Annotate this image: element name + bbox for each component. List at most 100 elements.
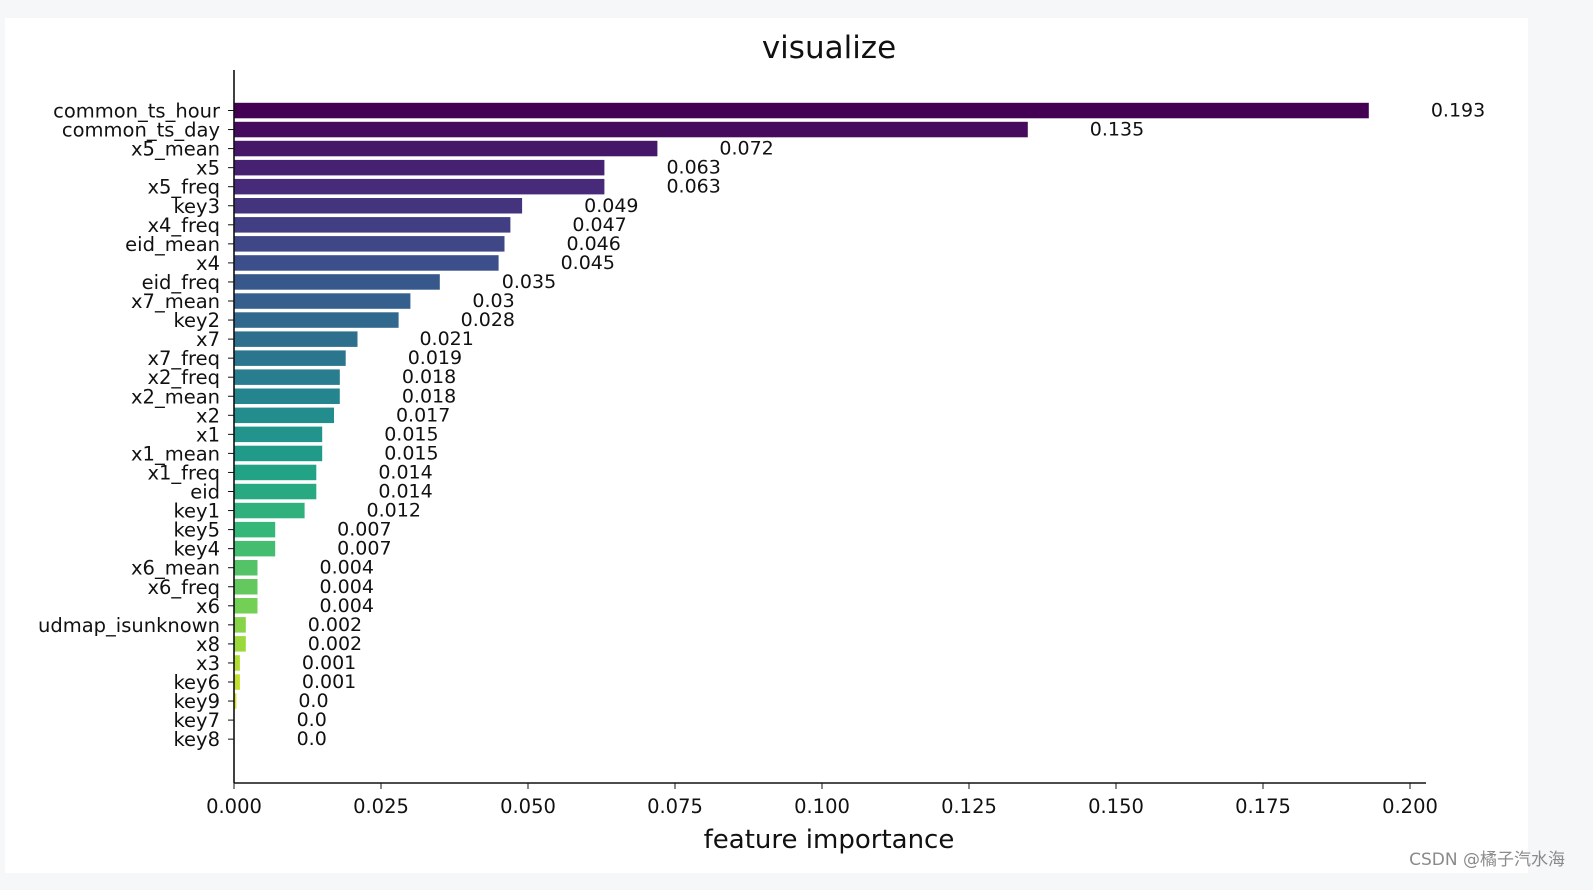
y-tick-label: key5 xyxy=(173,519,220,542)
value-label: 0.002 xyxy=(308,633,362,655)
bar-key4 xyxy=(234,540,276,557)
bar-x6_freq xyxy=(234,579,258,595)
y-tick-label: key2 xyxy=(173,309,220,332)
bar-eid_freq xyxy=(234,274,440,290)
bar-x1 xyxy=(234,426,323,443)
value-label: 0.015 xyxy=(384,423,438,445)
bar-x2 xyxy=(234,407,334,424)
value-label: 0.004 xyxy=(320,576,374,598)
y-tick-label: key1 xyxy=(173,500,220,523)
x-tick-label: 0.025 xyxy=(353,795,409,818)
value-label: 0.063 xyxy=(666,157,720,179)
value-label: 0.0 xyxy=(297,728,327,750)
bar-x2_mean xyxy=(234,388,340,404)
value-label: 0.018 xyxy=(402,366,456,388)
x-tick-label: 0.100 xyxy=(794,795,850,818)
y-tick-label: eid_mean xyxy=(125,233,220,256)
y-tick-label: x5_mean xyxy=(131,138,220,161)
value-label: 0.021 xyxy=(419,328,473,350)
bar-chart: visualize common_ts_hour 0.193 common_ts_da… xyxy=(38,30,1485,855)
bar-x3 xyxy=(234,655,240,671)
y-tick-label: x5 xyxy=(196,157,220,180)
bar-eid xyxy=(234,483,317,500)
value-label: 0.007 xyxy=(337,538,391,560)
x-tick-label: 0.075 xyxy=(647,795,703,818)
bar-key3 xyxy=(234,198,523,214)
value-label: 0.018 xyxy=(402,385,456,407)
x-axis-label: feature importance xyxy=(704,825,955,855)
x-tick-label: 0.050 xyxy=(500,795,556,818)
x-tick-label: 0.000 xyxy=(206,795,262,818)
value-label: 0.046 xyxy=(566,233,620,255)
bar-key2 xyxy=(234,312,399,328)
value-label: 0.014 xyxy=(378,461,432,483)
y-tick-label: key3 xyxy=(173,195,220,218)
y-tick-label: x6_freq xyxy=(147,576,220,599)
bar-x6 xyxy=(234,598,258,614)
y-tick-label: key9 xyxy=(173,690,220,713)
y-tick-label: eid xyxy=(190,481,220,504)
y-tick-label: key7 xyxy=(173,709,220,732)
bar-x8 xyxy=(234,636,246,652)
value-label: 0.0 xyxy=(297,709,327,731)
value-label: 0.028 xyxy=(461,309,515,331)
y-tick-label: common_ts_hour xyxy=(53,100,221,123)
bar-key1 xyxy=(234,502,305,519)
bar-eid_mean xyxy=(234,236,505,252)
y-tick-label: key4 xyxy=(173,538,220,561)
value-label: 0.004 xyxy=(320,557,374,579)
y-tick-label: x8 xyxy=(196,633,220,656)
bar-key9 xyxy=(234,693,237,709)
y-tick-label: x6 xyxy=(196,595,220,618)
bar-common_ts_hour xyxy=(234,102,1369,119)
y-tick-label: common_ts_day xyxy=(62,119,220,142)
y-tick-label: key8 xyxy=(173,728,220,751)
chart-figure: visualize common_ts_hour 0.193 common_ts_da… xyxy=(5,18,1528,873)
bar-x4 xyxy=(234,255,499,271)
bar-x1_freq xyxy=(234,464,317,481)
value-label: 0.072 xyxy=(719,138,773,160)
y-tick-label: x7 xyxy=(196,328,220,351)
value-label: 0.001 xyxy=(302,652,356,674)
bar-x5 xyxy=(234,159,605,176)
bar-x2_freq xyxy=(234,369,340,385)
bar-common_ts_day xyxy=(234,121,1028,138)
value-label: 0.063 xyxy=(666,176,720,198)
x-tick-label: 0.175 xyxy=(1235,795,1291,818)
bar-x5_freq xyxy=(234,178,605,195)
y-tick-label: x1_mean xyxy=(131,442,220,465)
value-label: 0.015 xyxy=(384,442,438,464)
value-label: 0.017 xyxy=(396,404,450,426)
value-label: 0.035 xyxy=(502,271,556,293)
value-label: 0.135 xyxy=(1090,119,1144,141)
y-tick-label: eid_freq xyxy=(142,271,220,294)
value-label: 0.03 xyxy=(472,290,514,312)
y-tick-label: udmap_isunknown xyxy=(38,614,220,637)
bar-x7_freq xyxy=(234,350,346,366)
value-label: 0.045 xyxy=(561,252,615,274)
y-tick-label: x1 xyxy=(196,423,220,446)
value-label: 0.049 xyxy=(584,195,638,217)
x-tick-label: 0.125 xyxy=(941,795,997,818)
value-label: 0.004 xyxy=(320,595,374,617)
value-label: 0.012 xyxy=(367,500,421,522)
bar-x1_mean xyxy=(234,445,323,462)
bar-x5_mean xyxy=(234,140,658,157)
y-tick-label: x2_mean xyxy=(131,385,220,408)
y-tick-label: x2_freq xyxy=(147,366,220,389)
y-tick-label: x6_mean xyxy=(131,557,220,580)
value-label: 0.0 xyxy=(298,690,328,712)
bar-x6_mean xyxy=(234,560,258,576)
bar-key5 xyxy=(234,521,276,538)
bar-x7 xyxy=(234,331,358,347)
value-label: 0.002 xyxy=(308,614,362,636)
watermark: CSDN @橘子汽水海 xyxy=(1409,850,1565,870)
y-tick-label: x3 xyxy=(196,652,220,675)
value-label: 0.001 xyxy=(302,671,356,693)
bar-key6 xyxy=(234,674,240,690)
x-tick-label: 0.150 xyxy=(1088,795,1144,818)
chart-title: visualize xyxy=(762,30,896,66)
bar-x7_mean xyxy=(234,293,411,309)
value-label: 0.014 xyxy=(378,481,432,503)
y-tick-label: x2 xyxy=(196,404,220,427)
